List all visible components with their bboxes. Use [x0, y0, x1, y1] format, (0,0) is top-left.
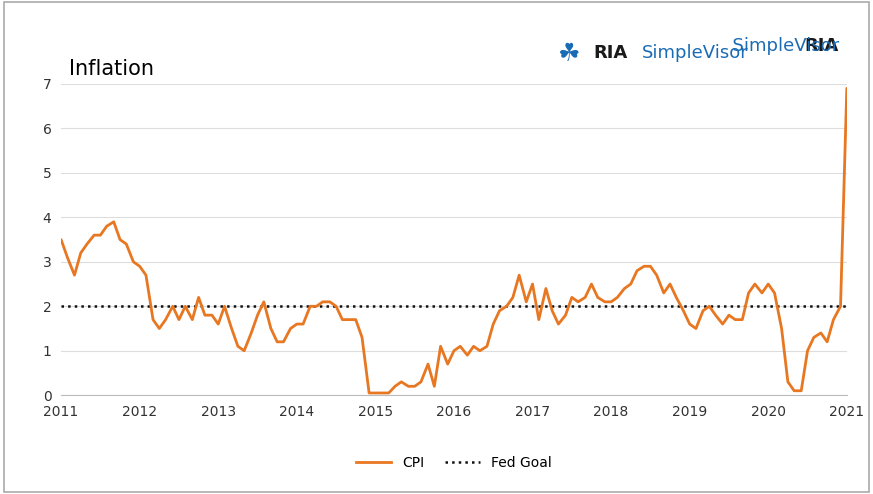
Text: SimpleVisor: SimpleVisor [675, 38, 839, 55]
Text: RIA: RIA [805, 38, 839, 55]
Legend: CPI, Fed Goal: CPI, Fed Goal [351, 451, 557, 475]
Text: ☘: ☘ [557, 42, 580, 66]
Text: Inflation: Inflation [69, 59, 154, 79]
Text: SimpleVisor: SimpleVisor [642, 44, 748, 62]
Text: RIA: RIA [594, 44, 628, 62]
